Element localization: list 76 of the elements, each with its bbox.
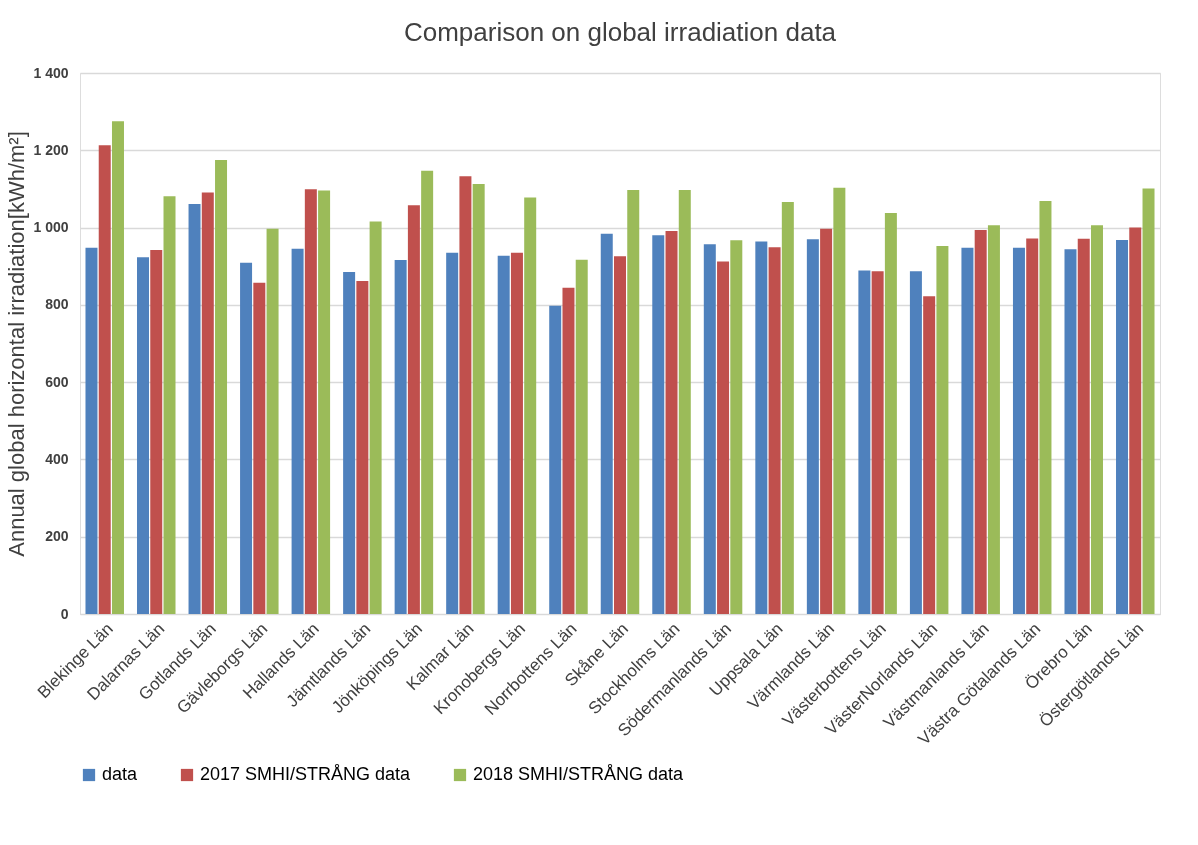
y-axis-title: Annual global horizontal irradiation[kWh/m²] <box>4 131 30 557</box>
bar <box>421 170 434 614</box>
bar <box>600 233 613 614</box>
bar <box>137 257 150 614</box>
bar <box>768 247 781 614</box>
bar <box>1090 225 1103 614</box>
bar <box>407 205 420 614</box>
y-tick-label: 600 <box>45 373 69 390</box>
bar <box>1077 238 1090 614</box>
legend-label: 2018 SMHI/STRÅNG data <box>473 764 685 784</box>
bar <box>188 204 201 614</box>
bar <box>614 256 626 614</box>
bar <box>833 187 846 614</box>
bar <box>150 249 163 614</box>
bar <box>987 225 1000 614</box>
bar <box>266 228 279 614</box>
bar <box>961 247 974 614</box>
legend-label: 2017 SMHI/STRÅNG data <box>200 764 412 784</box>
bar <box>717 261 730 614</box>
bar <box>806 239 819 614</box>
bar <box>974 229 987 614</box>
bar <box>111 121 124 614</box>
bar <box>459 176 472 614</box>
bar <box>678 190 691 614</box>
bar <box>871 271 884 614</box>
bar <box>549 305 562 614</box>
y-tick-label: 1 000 <box>33 219 69 236</box>
bar <box>201 192 214 614</box>
bar <box>923 296 936 614</box>
bar <box>253 282 266 614</box>
bar <box>240 262 253 614</box>
bar <box>1026 238 1039 614</box>
y-tick-label: 400 <box>45 450 69 467</box>
bar <box>730 240 743 614</box>
bar <box>575 259 588 614</box>
bar <box>1116 239 1129 614</box>
bar <box>291 248 304 614</box>
bar <box>446 252 459 614</box>
bar <box>884 212 897 614</box>
bar <box>1142 188 1155 614</box>
bar <box>562 287 575 614</box>
y-tick-label: 800 <box>45 296 69 313</box>
bar <box>755 241 768 614</box>
bar <box>936 246 949 614</box>
legend-label: data <box>102 764 139 784</box>
bar <box>356 280 369 614</box>
bar <box>665 231 678 614</box>
bar <box>98 145 111 614</box>
bar <box>1039 200 1052 614</box>
bar <box>1064 249 1077 614</box>
chart-title: Comparison on global irradiation data <box>403 17 837 47</box>
bar <box>369 221 382 614</box>
bar <box>1012 247 1025 614</box>
bar <box>304 189 317 614</box>
bar <box>215 159 228 614</box>
bar <box>318 190 331 614</box>
bar <box>820 228 833 614</box>
bar <box>394 260 407 614</box>
bar <box>652 235 665 614</box>
bar <box>909 271 922 614</box>
bar <box>85 247 98 614</box>
y-tick-label: 200 <box>45 528 69 545</box>
bar <box>510 252 523 614</box>
y-tick-label: 1 200 <box>33 141 69 158</box>
bar <box>1129 227 1142 614</box>
bar <box>703 244 716 614</box>
bar <box>781 202 794 614</box>
bar <box>524 197 537 614</box>
bar <box>163 196 176 614</box>
bar <box>627 190 640 614</box>
bar <box>472 183 485 614</box>
y-tick-label: 0 <box>60 605 69 622</box>
bar <box>858 270 871 614</box>
bar <box>343 272 356 614</box>
y-tick-label: 1 400 <box>33 64 69 81</box>
bar <box>497 255 510 614</box>
